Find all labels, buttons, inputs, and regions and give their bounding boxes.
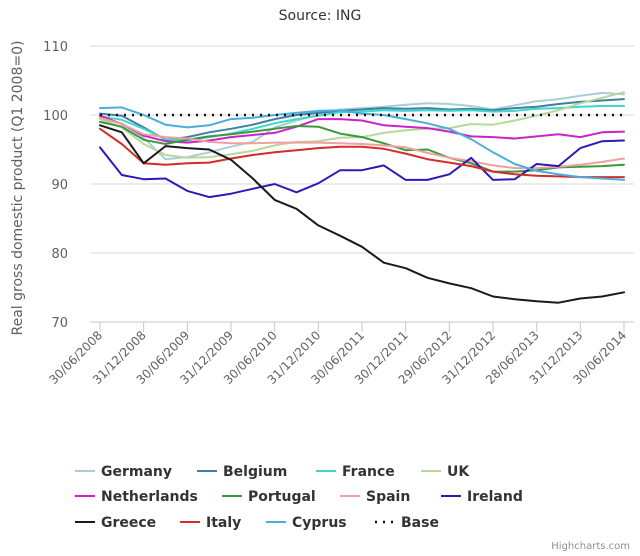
legend-label: Germany: [101, 464, 172, 480]
series-netherlands: [99, 114, 625, 144]
legend-label: Ireland: [467, 489, 523, 505]
series-belgium: [99, 98, 625, 141]
legend-label: Portugal: [248, 489, 316, 505]
chart-title: Source: ING: [279, 8, 362, 24]
y-axis-ticks: 70 80 90 100 110: [43, 40, 68, 331]
series-cyprus: [99, 106, 625, 181]
y-tick-label: 90: [51, 178, 68, 193]
legend-label: Spain: [366, 489, 410, 505]
legend-item-ireland[interactable]: Ireland: [441, 489, 523, 505]
legend-item-spain[interactable]: Spain: [340, 489, 410, 505]
legend-item-greece[interactable]: Greece: [75, 515, 156, 531]
legend-label: Greece: [101, 515, 156, 531]
legend-label: Netherlands: [101, 489, 198, 505]
series-lines: [99, 91, 625, 304]
legend-label: Belgium: [223, 464, 287, 480]
legend-label: UK: [447, 464, 470, 480]
credits-link[interactable]: Highcharts.com: [551, 541, 630, 552]
legend-item-france[interactable]: France: [316, 464, 395, 480]
legend-item-belgium[interactable]: Belgium: [197, 464, 287, 480]
legend: Germany Belgium France UK Netherlands Portuga…: [75, 464, 523, 531]
legend-label: Base: [401, 515, 439, 531]
legend-item-italy[interactable]: Italy: [180, 515, 241, 531]
legend-item-portugal[interactable]: Portugal: [222, 489, 316, 505]
legend-label: Cyprus: [292, 515, 347, 531]
legend-item-germany[interactable]: Germany: [75, 464, 172, 480]
legend-item-uk[interactable]: UK: [421, 464, 470, 480]
series-ireland: [99, 139, 625, 199]
y-tick-label: 110: [43, 40, 68, 55]
legend-item-base[interactable]: Base: [375, 515, 439, 531]
legend-label: France: [342, 464, 395, 480]
legend-item-cyprus[interactable]: Cyprus: [266, 515, 347, 531]
y-tick-label: 80: [51, 247, 68, 262]
legend-item-netherlands[interactable]: Netherlands: [75, 489, 198, 505]
series-spain: [99, 116, 625, 170]
series-greece: [99, 124, 625, 304]
y-tick-label: 100: [43, 109, 68, 124]
y-tick-label: 70: [51, 316, 68, 331]
legend-label: Italy: [206, 515, 241, 531]
y-axis-title: Real gross domestic product (Q1 2008=0): [10, 41, 26, 336]
series-italy: [99, 127, 625, 179]
